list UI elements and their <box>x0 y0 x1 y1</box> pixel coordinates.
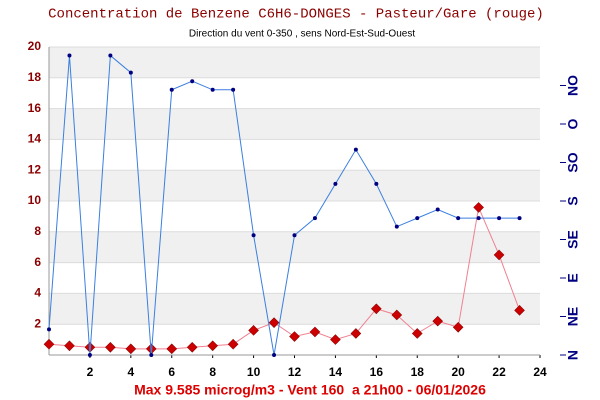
y2-tick-label: NE <box>565 307 581 326</box>
x-tick-label: 18 <box>411 365 425 379</box>
point <box>84 341 96 353</box>
point <box>312 216 317 221</box>
point <box>105 341 116 353</box>
point <box>47 327 51 332</box>
point <box>87 353 92 357</box>
point <box>108 53 113 58</box>
point <box>186 341 198 353</box>
y2-tick-label: SO <box>565 152 581 172</box>
x-tick-label: 22 <box>492 365 506 379</box>
y2-tick-label: SE <box>565 230 581 249</box>
x-tick-label: 14 <box>329 365 343 379</box>
y2-tick-label: O <box>565 118 581 129</box>
y2-tick-label: S <box>565 196 581 205</box>
grid-band <box>49 108 540 140</box>
x-tick-label: 6 <box>168 365 175 379</box>
point <box>432 315 444 327</box>
point <box>64 340 75 352</box>
point <box>473 202 484 213</box>
point <box>128 70 133 75</box>
point <box>333 181 338 186</box>
y2-tick-label: E <box>565 273 581 282</box>
x-tick-label: 20 <box>451 365 465 379</box>
point <box>210 87 215 92</box>
point <box>149 353 154 357</box>
y-tick-label: 10 <box>28 193 42 207</box>
point <box>272 353 277 357</box>
y-tick-label: 8 <box>34 224 41 238</box>
y-tick-label: 6 <box>34 255 41 269</box>
x-tick-label: 12 <box>288 365 302 379</box>
point <box>497 216 502 221</box>
x-tick-label: 4 <box>127 365 134 379</box>
point <box>353 147 358 152</box>
point <box>289 331 300 342</box>
point <box>415 216 420 221</box>
point <box>169 87 174 92</box>
y-tick-label: 4 <box>34 286 41 300</box>
point <box>435 207 440 212</box>
x-tick-label: 10 <box>247 365 261 379</box>
y-tick-label: 14 <box>28 132 42 146</box>
y-tick-label: 16 <box>28 101 42 115</box>
point <box>251 233 256 238</box>
point <box>350 328 362 339</box>
point <box>514 305 525 316</box>
point <box>67 53 72 58</box>
point <box>292 233 297 238</box>
point <box>493 249 505 261</box>
x-tick-label: 16 <box>370 365 384 379</box>
y-tick-label: 18 <box>28 70 42 84</box>
grid-band <box>49 293 540 325</box>
point <box>330 334 341 345</box>
chart-title: Concentration de Benzene C6H6-DONGES - P… <box>48 7 544 23</box>
point <box>43 338 55 350</box>
point <box>268 317 280 328</box>
y-tick-label: 12 <box>28 162 42 176</box>
x-tick-label: 8 <box>209 365 216 379</box>
point <box>371 303 382 315</box>
point <box>456 216 461 221</box>
y-tick-label: 20 <box>28 39 42 53</box>
point <box>374 181 379 186</box>
x-tick-label: 2 <box>87 365 94 379</box>
point <box>248 325 259 336</box>
point <box>125 343 137 355</box>
x-tick-label: 24 <box>533 365 547 379</box>
chart-footer: Max 9.585 microg/m3 - Vent 160 a 21h00 -… <box>134 382 486 398</box>
y2-tick-label: NO <box>565 75 581 96</box>
grid-band <box>49 170 540 201</box>
y2-tick-label: N <box>565 350 581 360</box>
y-tick-label: 2 <box>34 316 41 330</box>
point <box>190 79 195 84</box>
point <box>166 343 178 355</box>
point <box>411 328 423 339</box>
series-line <box>48 54 520 356</box>
grid-band <box>49 47 540 78</box>
point <box>476 216 481 221</box>
chart-subtitle: Direction du vent 0-350 , sens Nord-Est-… <box>189 29 415 40</box>
point <box>207 340 218 352</box>
point <box>391 309 403 321</box>
point <box>394 224 399 229</box>
point <box>227 338 239 350</box>
point <box>517 216 522 221</box>
point <box>231 87 236 92</box>
point <box>452 321 464 333</box>
point <box>309 326 321 338</box>
